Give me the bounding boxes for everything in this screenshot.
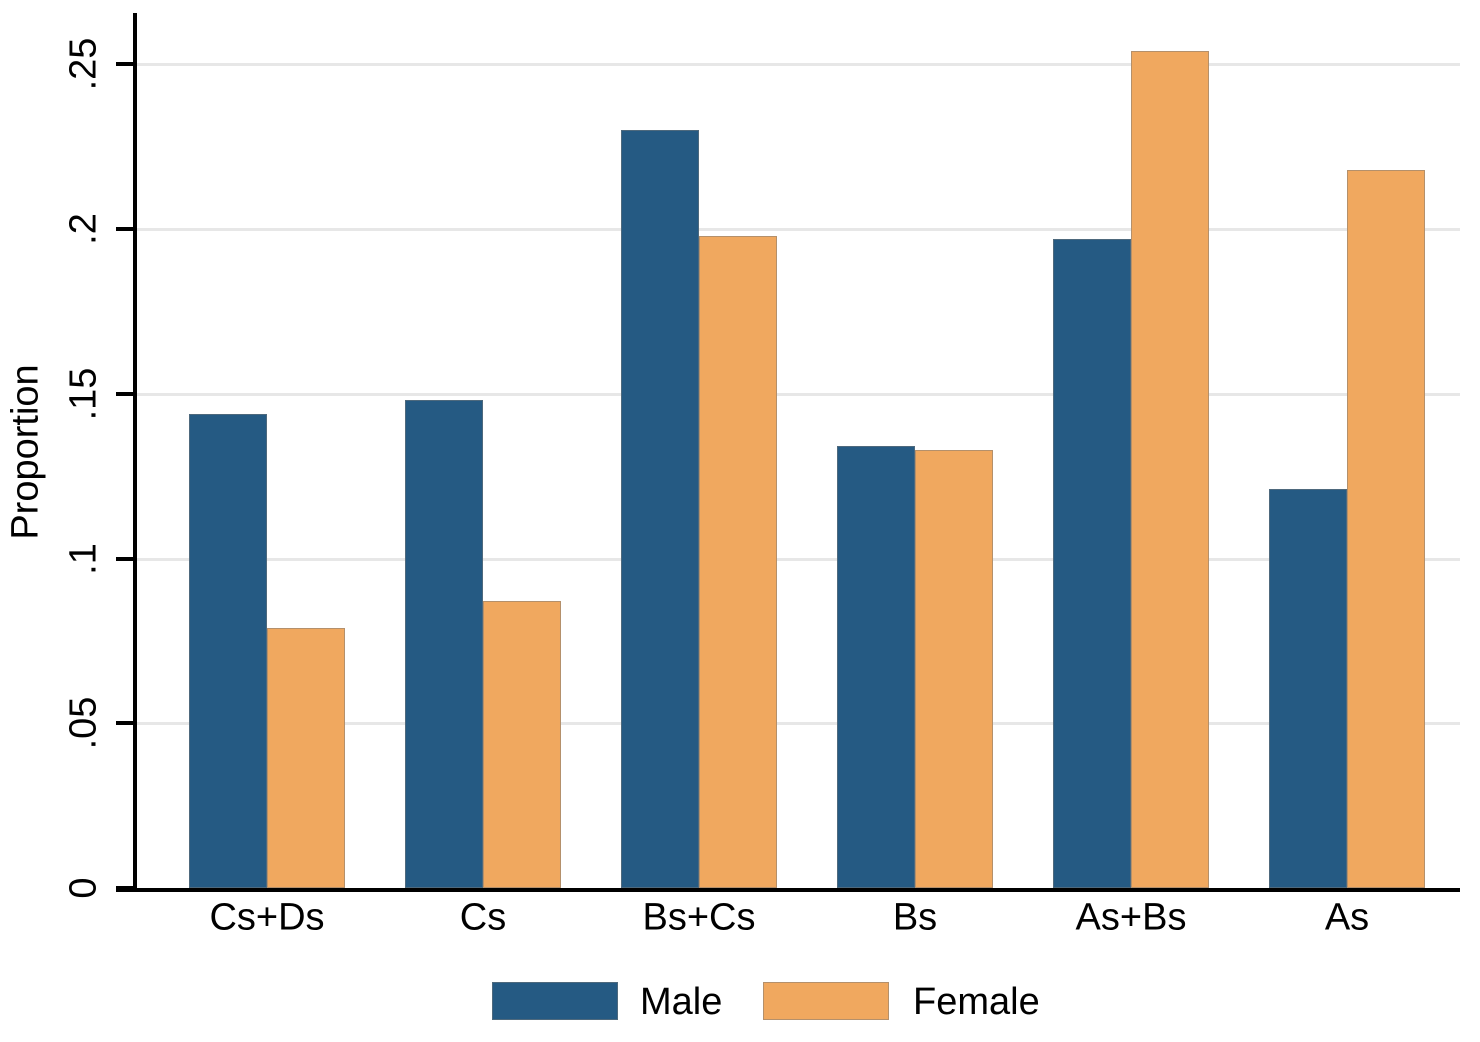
y-tick-.2: [116, 227, 133, 231]
bar-male-bs-cs: [621, 130, 699, 888]
gridline-.15: [137, 392, 1460, 396]
x-tick-label-cs: Cs: [459, 896, 507, 939]
gridline-.2: [137, 228, 1460, 231]
y-tick-label-.15: .15: [62, 367, 105, 421]
gridline-.05: [137, 722, 1460, 726]
x-tick-label-bs: Bs: [892, 896, 938, 939]
y-tick-.1: [116, 556, 133, 561]
bar-female-bs: [915, 450, 993, 888]
legend-label-female: Female: [913, 981, 1040, 1023]
legend-swatch-male: [492, 982, 618, 1020]
bar-male-bs: [837, 446, 915, 888]
legend-swatch-female: [763, 982, 889, 1020]
x-tick-label-as: As: [1324, 896, 1370, 939]
bar-female-as-bs: [1131, 51, 1209, 888]
y-tick-.15: [116, 391, 133, 396]
bar-female-as: [1347, 170, 1425, 888]
y-tick-label-.05: .05: [62, 696, 105, 750]
y-tick-label-.25: .25: [62, 37, 105, 91]
y-tick-label-.2: .2: [62, 213, 105, 245]
y-axis-title: Proportion: [4, 364, 47, 540]
x-tick-label-cs-ds: Cs+Ds: [209, 896, 325, 939]
bar-female-cs-ds: [267, 628, 345, 888]
x-axis-line: [116, 888, 1460, 892]
gridline-.1: [137, 557, 1460, 561]
bar-female-bs-cs: [699, 236, 777, 888]
bar-male-as: [1269, 489, 1347, 888]
x-tick-label-as-bs: As+Bs: [1075, 896, 1187, 939]
y-tick-.05: [116, 721, 133, 726]
y-tick-label-.1: .1: [62, 542, 105, 575]
bar-male-cs-ds: [189, 414, 267, 888]
y-axis-line: [133, 13, 137, 892]
y-tick-.25: [116, 62, 133, 67]
y-tick-label-0: 0: [62, 877, 105, 899]
gridline-.25: [137, 63, 1460, 67]
bar-female-cs: [483, 601, 561, 888]
bar-male-cs: [405, 400, 483, 888]
bar-male-as-bs: [1053, 239, 1131, 888]
legend-label-male: Male: [640, 981, 723, 1023]
x-tick-label-bs-cs: Bs+Cs: [642, 896, 756, 939]
